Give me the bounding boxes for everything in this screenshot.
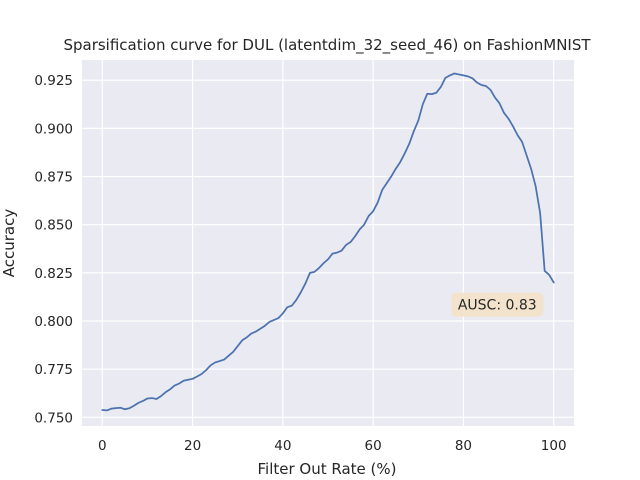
annotation-text: AUSC: 0.83 bbox=[458, 298, 537, 314]
y-tick-label: 0.875 bbox=[34, 170, 73, 186]
annotation-box bbox=[451, 292, 544, 317]
y-tick-label: 0.900 bbox=[34, 121, 73, 137]
plot-background bbox=[82, 60, 574, 426]
x-axis-label: Filter Out Rate (%) bbox=[258, 460, 397, 478]
x-tick-label: 0 bbox=[98, 438, 107, 454]
y-tick-label: 0.825 bbox=[34, 266, 73, 282]
y-tick-labels: 0.750 0.775 0.800 0.825 0.850 0.875 0.900 0.925 bbox=[34, 73, 73, 426]
x-tick-label: 60 bbox=[365, 438, 382, 454]
y-tick-label: 0.775 bbox=[34, 362, 73, 378]
x-tick-label: 80 bbox=[455, 438, 472, 454]
grid-lines bbox=[82, 60, 574, 426]
chart-title: Sparsification curve for DUL (latentdim_… bbox=[63, 36, 591, 55]
y-tick-label: 0.850 bbox=[34, 218, 73, 234]
x-tick-label: 100 bbox=[541, 438, 567, 454]
y-tick-label: 0.925 bbox=[34, 73, 73, 89]
y-tick-label: 0.750 bbox=[34, 410, 73, 426]
ausc-annotation: AUSC: 0.83 bbox=[451, 292, 544, 317]
x-tick-labels: 0 20 40 60 80 100 bbox=[98, 438, 567, 454]
y-tick-label: 0.800 bbox=[34, 314, 73, 330]
x-tick-label: 40 bbox=[274, 438, 291, 454]
x-tick-label: 20 bbox=[184, 438, 201, 454]
series-line bbox=[101, 72, 555, 412]
y-axis-label: Accuracy bbox=[0, 209, 18, 278]
